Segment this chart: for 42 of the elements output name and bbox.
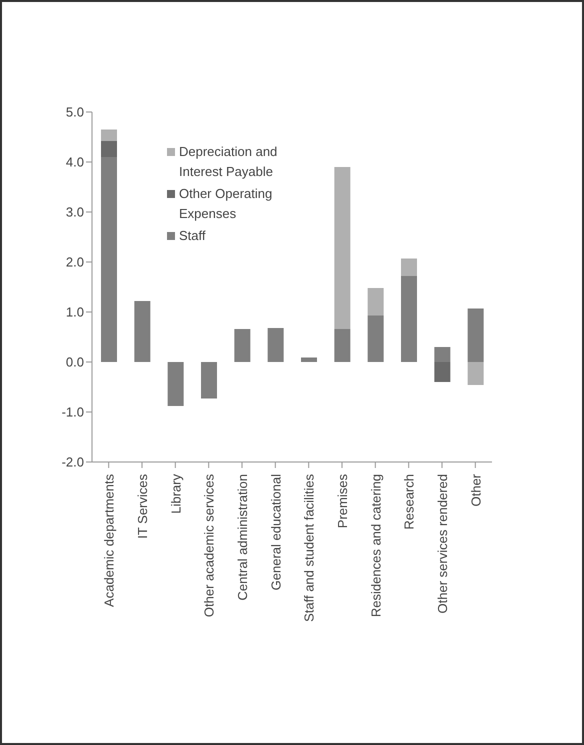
bar xyxy=(334,329,350,362)
y-tick-label: 1.0 xyxy=(66,304,84,320)
x-tick-label: Academic departments xyxy=(102,474,117,607)
bar xyxy=(101,157,117,362)
bar xyxy=(134,301,150,362)
legend-label: Depreciation and Interest Payable xyxy=(179,143,278,181)
bar xyxy=(168,362,184,406)
y-tick-label: 0.0 xyxy=(66,354,84,370)
x-tick-label: Premises xyxy=(335,474,350,528)
bar xyxy=(368,316,384,362)
bar xyxy=(401,276,417,362)
bar xyxy=(468,308,484,362)
legend-label: Staff xyxy=(179,227,206,245)
x-tick-label: Other academic services xyxy=(202,474,217,618)
y-tick-label: 3.0 xyxy=(66,204,84,220)
bar xyxy=(368,288,384,316)
bar xyxy=(101,141,117,157)
y-tick-label: 2.0 xyxy=(66,254,84,270)
bar xyxy=(434,362,450,382)
x-tick-label: Residences and catering xyxy=(368,474,384,618)
bar xyxy=(334,167,350,329)
bar xyxy=(234,329,250,362)
bar xyxy=(434,347,450,362)
x-tick-label: Staff and student facilities xyxy=(302,474,317,622)
bar xyxy=(468,362,484,385)
y-tick-label: 5.0 xyxy=(66,104,84,120)
x-tick-label: Research xyxy=(402,474,417,530)
y-tick-label: -2.0 xyxy=(62,454,84,470)
x-tick-label: Central administration xyxy=(235,474,250,600)
y-tick-label: -1.0 xyxy=(62,404,84,420)
y-tick-label: 4.0 xyxy=(66,154,84,170)
x-tick-label: Library xyxy=(168,474,184,514)
x-tick-label: Other xyxy=(468,473,484,507)
bar xyxy=(101,130,117,141)
bar xyxy=(268,328,284,362)
x-tick-label: IT Services xyxy=(135,474,150,539)
x-tick-label: Other services rendered xyxy=(435,474,450,614)
bar xyxy=(301,358,317,362)
bar xyxy=(401,258,417,276)
bar xyxy=(201,362,217,398)
x-tick-label: General educational xyxy=(268,474,284,590)
legend-label: Other Operating Expenses xyxy=(179,185,274,223)
